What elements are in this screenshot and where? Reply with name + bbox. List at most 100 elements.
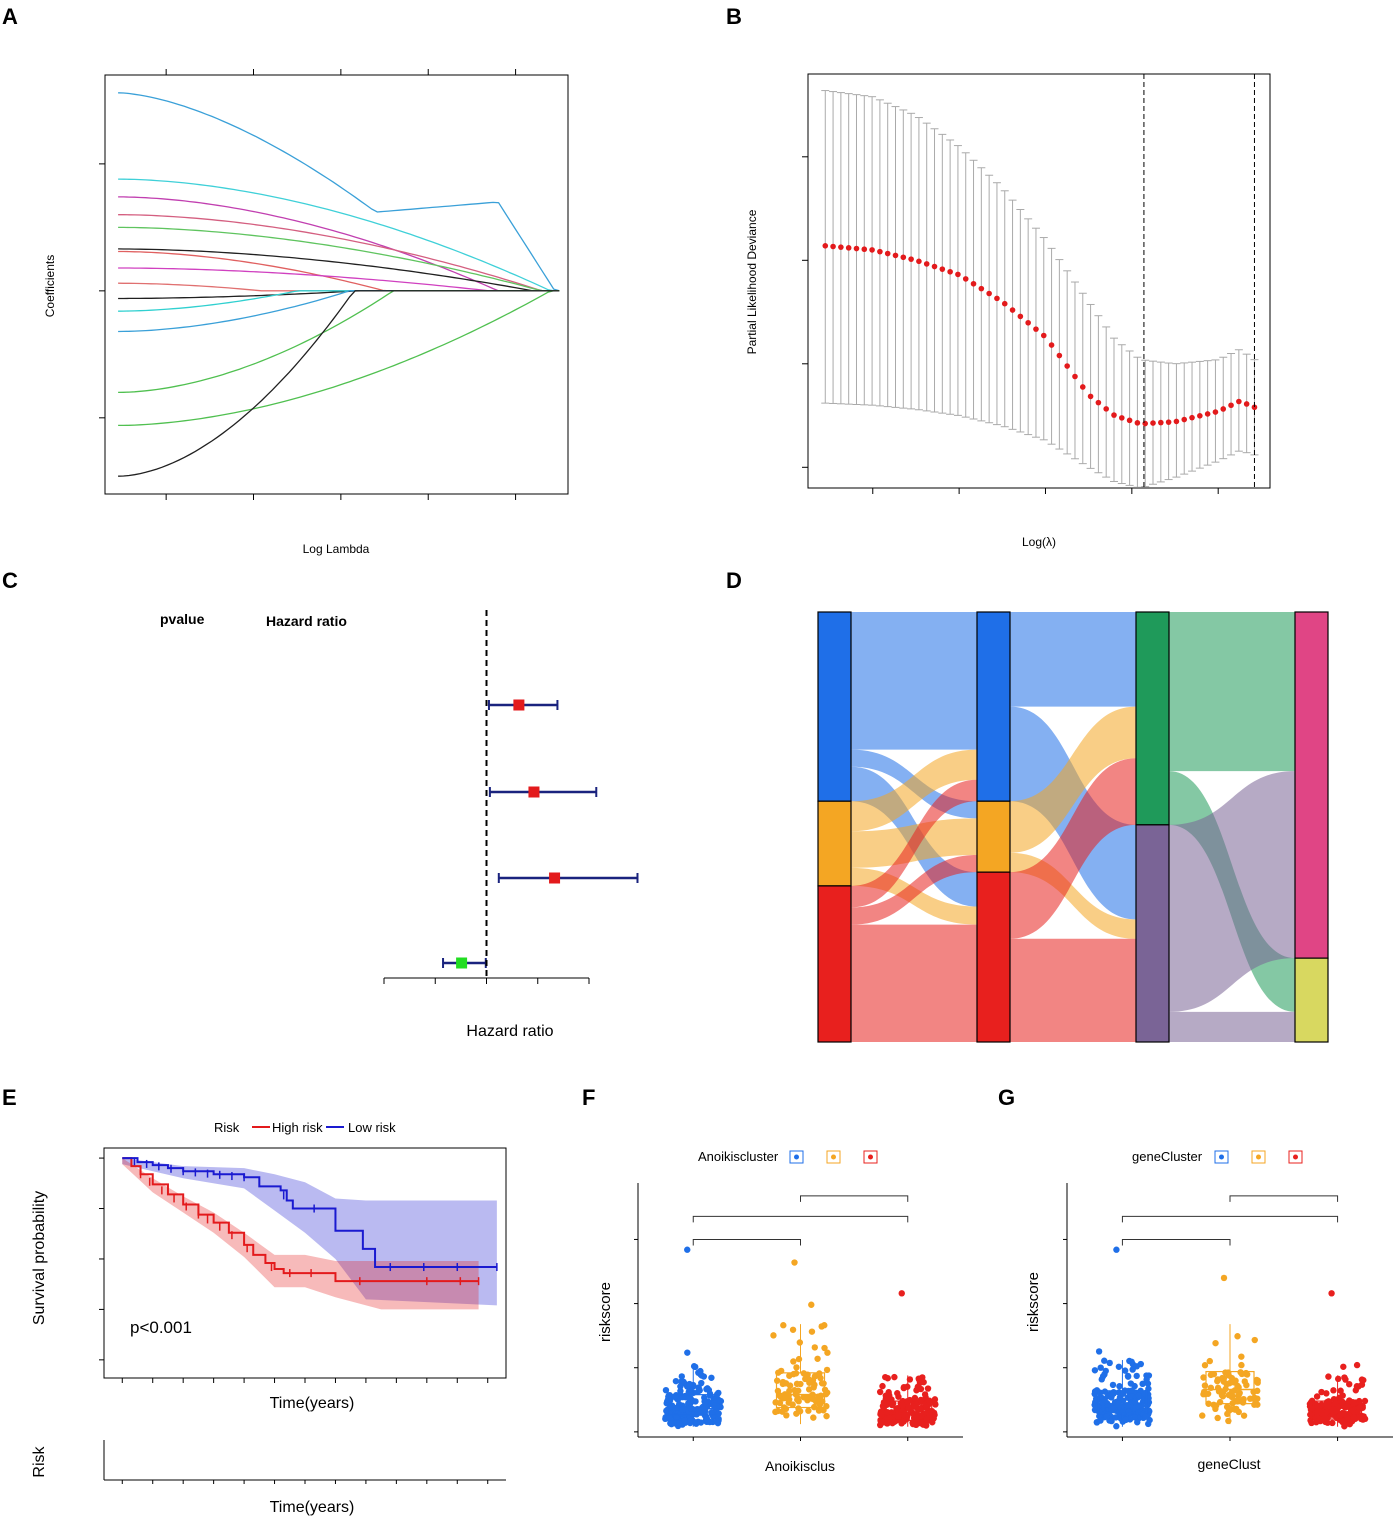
panel-g-jitter-point xyxy=(1134,1419,1141,1426)
panel-f-jitter-point xyxy=(895,1413,902,1420)
panel-f-jitter-point xyxy=(884,1375,891,1382)
panel-g-jitter-point xyxy=(1238,1353,1245,1360)
panel-g-jitter-point xyxy=(1325,1373,1332,1380)
panel-f-jitter-point xyxy=(900,1411,908,1418)
panel-f-jitter-point xyxy=(917,1405,924,1412)
panel-g-jitter-point xyxy=(1254,1387,1261,1395)
panel-f-boxplot: Anoikiscluster Anoikisclus riskscore xyxy=(597,1149,963,1474)
panel-b-point xyxy=(1243,401,1250,407)
panel-f-jitter-point xyxy=(770,1332,777,1339)
panel-b-point xyxy=(1064,363,1070,369)
panel-a-xlabel: Log Lambda xyxy=(303,542,370,556)
panel-f-jitter-point xyxy=(924,1385,932,1392)
panel-g-jitter-point xyxy=(1108,1391,1116,1399)
panel-d-node xyxy=(1135,824,1170,1043)
panel-e-legend-title: Risk xyxy=(214,1120,240,1135)
panel-f-legend-key xyxy=(863,1150,878,1164)
panel-f-jitter-point xyxy=(685,1394,693,1402)
panel-b-point xyxy=(1009,307,1016,313)
panel-g-jitter-point xyxy=(1137,1360,1145,1368)
panel-g-comparison-bracket xyxy=(1229,1195,1339,1202)
panel-e-pvalue: p<0.001 xyxy=(130,1318,192,1337)
panel-f-jitter-point xyxy=(920,1421,927,1428)
panel-d-flow xyxy=(851,779,977,908)
panel-d-flow xyxy=(1010,612,1136,707)
panel-b-point xyxy=(853,245,860,252)
panel-g-legend-key xyxy=(1251,1150,1266,1164)
panel-b-ylabel: Partial Likelihood Deviance xyxy=(745,209,759,354)
panel-g-outlier-point xyxy=(1113,1246,1120,1253)
panel-g-jitter-point xyxy=(1106,1359,1113,1367)
panel-f-xlabel: Anoikisclus xyxy=(765,1458,835,1474)
panel-f-jitter-point xyxy=(806,1379,813,1386)
panel-b-point xyxy=(1095,399,1102,406)
panel-g-jitter-point xyxy=(1216,1398,1224,1406)
panel-c-hr-marker xyxy=(549,872,561,884)
panel-f-comparison-bracket xyxy=(692,1215,909,1223)
panel-b-point xyxy=(1118,415,1125,421)
panel-e-low-curve xyxy=(122,1157,497,1269)
panel-g-jitter-point xyxy=(1125,1408,1132,1416)
panel-label-b: B xyxy=(726,4,742,29)
panel-g-jitter-point xyxy=(1344,1403,1351,1410)
panel-d-flow xyxy=(1169,612,1295,772)
panel-b-point xyxy=(994,295,1000,302)
panel-g-jitter-point xyxy=(1097,1417,1104,1424)
panel-f-jitter-point xyxy=(666,1414,673,1422)
panel-b-point xyxy=(1181,416,1188,423)
panel-g-jitter-point xyxy=(1129,1366,1136,1373)
panel-d-node xyxy=(817,611,852,802)
panel-f-jitter-point xyxy=(900,1418,907,1425)
panel-f-jitter-point xyxy=(789,1401,796,1408)
panel-b-frame xyxy=(807,73,1271,489)
panel-g-jitter-point xyxy=(1334,1375,1342,1383)
panel-f-jitter-point xyxy=(913,1414,921,1421)
panel-label-e: E xyxy=(2,1085,17,1110)
panel-e-ci-band xyxy=(122,1158,479,1310)
panel-label-d: D xyxy=(726,568,742,593)
panel-a-lasso-coefficients: Log Lambda Coefficients xyxy=(43,69,569,556)
panel-g-jitter-point xyxy=(1135,1392,1142,1399)
panel-f-jitter-point xyxy=(899,1401,906,1409)
panel-g-jitter-point xyxy=(1103,1413,1111,1420)
panel-g-jitter-point xyxy=(1318,1388,1325,1396)
panel-b-point xyxy=(877,248,883,255)
panel-f-jitter-point xyxy=(894,1390,901,1397)
panel-f-jitter-point xyxy=(879,1382,886,1390)
panel-f-jitter-point xyxy=(793,1364,800,1371)
panel-b-xlabel: Log(λ) xyxy=(1022,535,1056,549)
panel-f-box xyxy=(883,1400,933,1421)
panel-d-node xyxy=(817,885,852,1043)
panel-g-jitter-point xyxy=(1353,1361,1361,1369)
panel-a-series-line xyxy=(118,214,560,292)
panel-d-flow xyxy=(1010,758,1136,939)
panel-f-jitter-point xyxy=(789,1326,797,1333)
panel-f-ylabel: riskscore xyxy=(597,1282,614,1342)
panel-g-jitter-point xyxy=(1313,1393,1321,1400)
panel-b-point xyxy=(1033,326,1039,332)
panel-g-jitter-point xyxy=(1201,1362,1209,1369)
panel-g-jitter-point xyxy=(1200,1391,1207,1398)
panel-f-jitter-point xyxy=(690,1363,698,1370)
panel-g-jitter-point xyxy=(1344,1414,1351,1422)
panel-g-jitter-point xyxy=(1113,1423,1120,1430)
panel-f-jitter-point xyxy=(797,1380,804,1388)
panel-g-jitter-point xyxy=(1122,1416,1129,1424)
panel-f-jitter-point xyxy=(708,1374,715,1381)
panel-f-legend-dot xyxy=(831,1154,836,1160)
panel-label-g: G xyxy=(998,1085,1015,1110)
panel-g-legend-dot xyxy=(1219,1154,1224,1160)
panel-f-jitter-point xyxy=(779,1378,787,1386)
panel-g-jitter-point xyxy=(1361,1397,1369,1405)
panel-c-header-hr: Hazard ratio xyxy=(266,613,347,629)
panel-b-point xyxy=(1220,406,1227,412)
panel-c-forest-plot: pvalue Hazard ratio Hazard ratio xyxy=(160,610,639,1040)
panel-g-ylabel: riskscore xyxy=(1025,1272,1042,1332)
panel-g-jitter-point xyxy=(1224,1410,1231,1418)
panel-f-legend-key xyxy=(826,1150,841,1164)
panel-f-jitter-point xyxy=(672,1377,680,1385)
panel-e-ylabel: Survival probability xyxy=(31,1191,48,1325)
panel-b-point xyxy=(986,290,992,297)
panel-c-hr-marker xyxy=(528,786,540,798)
